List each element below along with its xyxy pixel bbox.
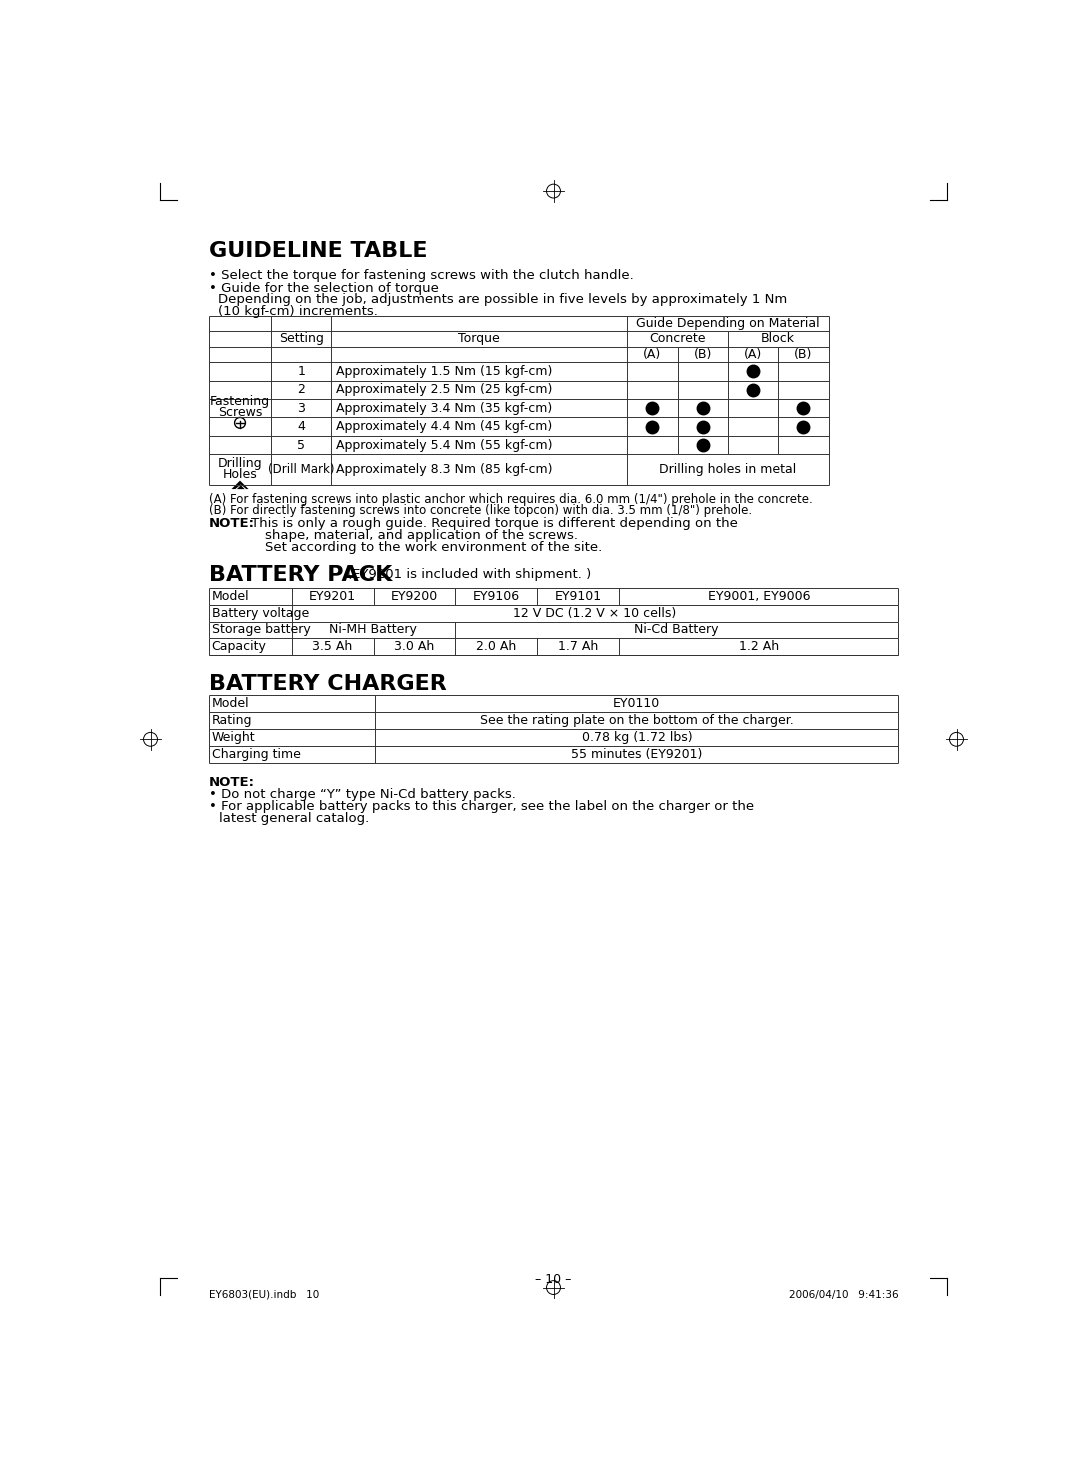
Text: Approximately 1.5 Nm (15 kgf-cm): Approximately 1.5 Nm (15 kgf-cm) — [336, 365, 552, 378]
Text: EY9101: EY9101 — [555, 590, 602, 603]
Text: EY9200: EY9200 — [391, 590, 438, 603]
Text: Approximately 2.5 Nm (25 kgf-cm): Approximately 2.5 Nm (25 kgf-cm) — [336, 384, 552, 397]
Text: • Guide for the selection of torque: • Guide for the selection of torque — [208, 283, 438, 294]
Text: 5: 5 — [297, 439, 306, 452]
Text: 55 minutes (EY9201): 55 minutes (EY9201) — [571, 748, 702, 761]
Text: Holes: Holes — [222, 468, 257, 482]
Text: (B): (B) — [693, 348, 712, 360]
Text: (A): (A) — [744, 348, 762, 360]
Text: 4: 4 — [297, 420, 306, 433]
Polygon shape — [231, 480, 248, 489]
Text: Approximately 4.4 Nm (45 kgf-cm): Approximately 4.4 Nm (45 kgf-cm) — [336, 420, 552, 433]
Text: Battery voltage: Battery voltage — [212, 606, 309, 619]
Text: GUIDELINE TABLE: GUIDELINE TABLE — [208, 242, 427, 261]
Text: EY9001, EY9006: EY9001, EY9006 — [707, 590, 810, 603]
Text: Rating: Rating — [212, 714, 253, 728]
Text: Depending on the job, adjustments are possible in five levels by approximately 1: Depending on the job, adjustments are po… — [218, 293, 787, 306]
Text: Ni-MH Battery: Ni-MH Battery — [329, 624, 417, 637]
Text: Approximately 3.4 Nm (35 kgf-cm): Approximately 3.4 Nm (35 kgf-cm) — [336, 401, 552, 414]
Text: (A): (A) — [644, 348, 661, 360]
Text: Approximately 5.4 Nm (55 kgf-cm): Approximately 5.4 Nm (55 kgf-cm) — [336, 439, 552, 452]
Text: Drilling holes in metal: Drilling holes in metal — [659, 463, 797, 476]
Text: BATTERY CHARGER: BATTERY CHARGER — [208, 673, 446, 694]
Text: (B): (B) — [794, 348, 812, 360]
Text: EY0110: EY0110 — [613, 697, 661, 710]
Text: 1.2 Ah: 1.2 Ah — [739, 640, 779, 653]
Text: Model: Model — [212, 697, 249, 710]
Text: 2.0 Ah: 2.0 Ah — [476, 640, 516, 653]
Text: EY6803(EU).indb   10: EY6803(EU).indb 10 — [208, 1290, 319, 1300]
Text: • Do not charge “Y” type Ni-Cd battery packs.: • Do not charge “Y” type Ni-Cd battery p… — [208, 788, 515, 801]
Text: 2006/04/10   9:41:36: 2006/04/10 9:41:36 — [788, 1290, 899, 1300]
Text: Ni-Cd Battery: Ni-Cd Battery — [634, 624, 719, 637]
Text: (EY9201 is included with shipment. ): (EY9201 is included with shipment. ) — [347, 568, 591, 581]
Text: Concrete: Concrete — [649, 332, 705, 346]
Text: • For applicable battery packs to this charger, see the label on the charger or : • For applicable battery packs to this c… — [208, 801, 754, 813]
Text: 3.0 Ah: 3.0 Ah — [394, 640, 434, 653]
Text: Approximately 8.3 Nm (85 kgf-cm): Approximately 8.3 Nm (85 kgf-cm) — [336, 463, 552, 476]
Text: (10 kgf-cm) increments.: (10 kgf-cm) increments. — [218, 305, 378, 318]
Text: This is only a rough guide. Required torque is different depending on the: This is only a rough guide. Required tor… — [252, 517, 738, 530]
Text: Capacity: Capacity — [212, 640, 267, 653]
Text: 3: 3 — [297, 401, 306, 414]
Text: See the rating plate on the bottom of the charger.: See the rating plate on the bottom of th… — [480, 714, 794, 728]
Text: (B) For directly fastening screws into concrete (like topcon) with dia. 3.5 mm (: (B) For directly fastening screws into c… — [208, 505, 752, 517]
Text: NOTE:: NOTE: — [208, 517, 255, 530]
Text: latest general catalog.: latest general catalog. — [219, 811, 369, 824]
Text: Fastening: Fastening — [210, 395, 270, 408]
Text: 3.5 Ah: 3.5 Ah — [312, 640, 353, 653]
Text: Drilling: Drilling — [218, 457, 262, 470]
Text: 1.7 Ah: 1.7 Ah — [558, 640, 598, 653]
Polygon shape — [235, 485, 246, 489]
Text: 12 V DC (1.2 V × 10 cells): 12 V DC (1.2 V × 10 cells) — [513, 606, 676, 619]
Text: Set according to the work environment of the site.: Set according to the work environment of… — [266, 542, 603, 555]
Text: Guide Depending on Material: Guide Depending on Material — [636, 318, 820, 329]
Text: Weight: Weight — [212, 732, 255, 744]
Text: shape, material, and application of the screws.: shape, material, and application of the … — [266, 529, 578, 542]
Text: • Select the torque for fastening screws with the clutch handle.: • Select the torque for fastening screws… — [208, 269, 633, 283]
Text: NOTE:: NOTE: — [208, 776, 255, 789]
Text: BATTERY PACK: BATTERY PACK — [208, 565, 392, 584]
Text: Setting: Setting — [279, 332, 324, 346]
Text: EY9106: EY9106 — [473, 590, 519, 603]
Text: 2: 2 — [297, 384, 306, 397]
Text: EY9201: EY9201 — [309, 590, 356, 603]
Text: Storage battery: Storage battery — [212, 624, 310, 637]
Text: – 10 –: – 10 – — [536, 1272, 571, 1285]
Polygon shape — [237, 485, 245, 489]
Text: Model: Model — [212, 590, 249, 603]
Text: Charging time: Charging time — [212, 748, 300, 761]
Text: (Drill Mark): (Drill Mark) — [268, 463, 335, 476]
Text: (A) For fastening screws into plastic anchor which requires dia. 6.0 mm (1/4") p: (A) For fastening screws into plastic an… — [208, 493, 812, 507]
Text: Block: Block — [761, 332, 795, 346]
Text: Torque: Torque — [458, 332, 500, 346]
Text: 1: 1 — [297, 365, 306, 378]
Text: Screws: Screws — [218, 406, 262, 419]
Text: 0.78 kg (1.72 lbs): 0.78 kg (1.72 lbs) — [581, 732, 692, 744]
